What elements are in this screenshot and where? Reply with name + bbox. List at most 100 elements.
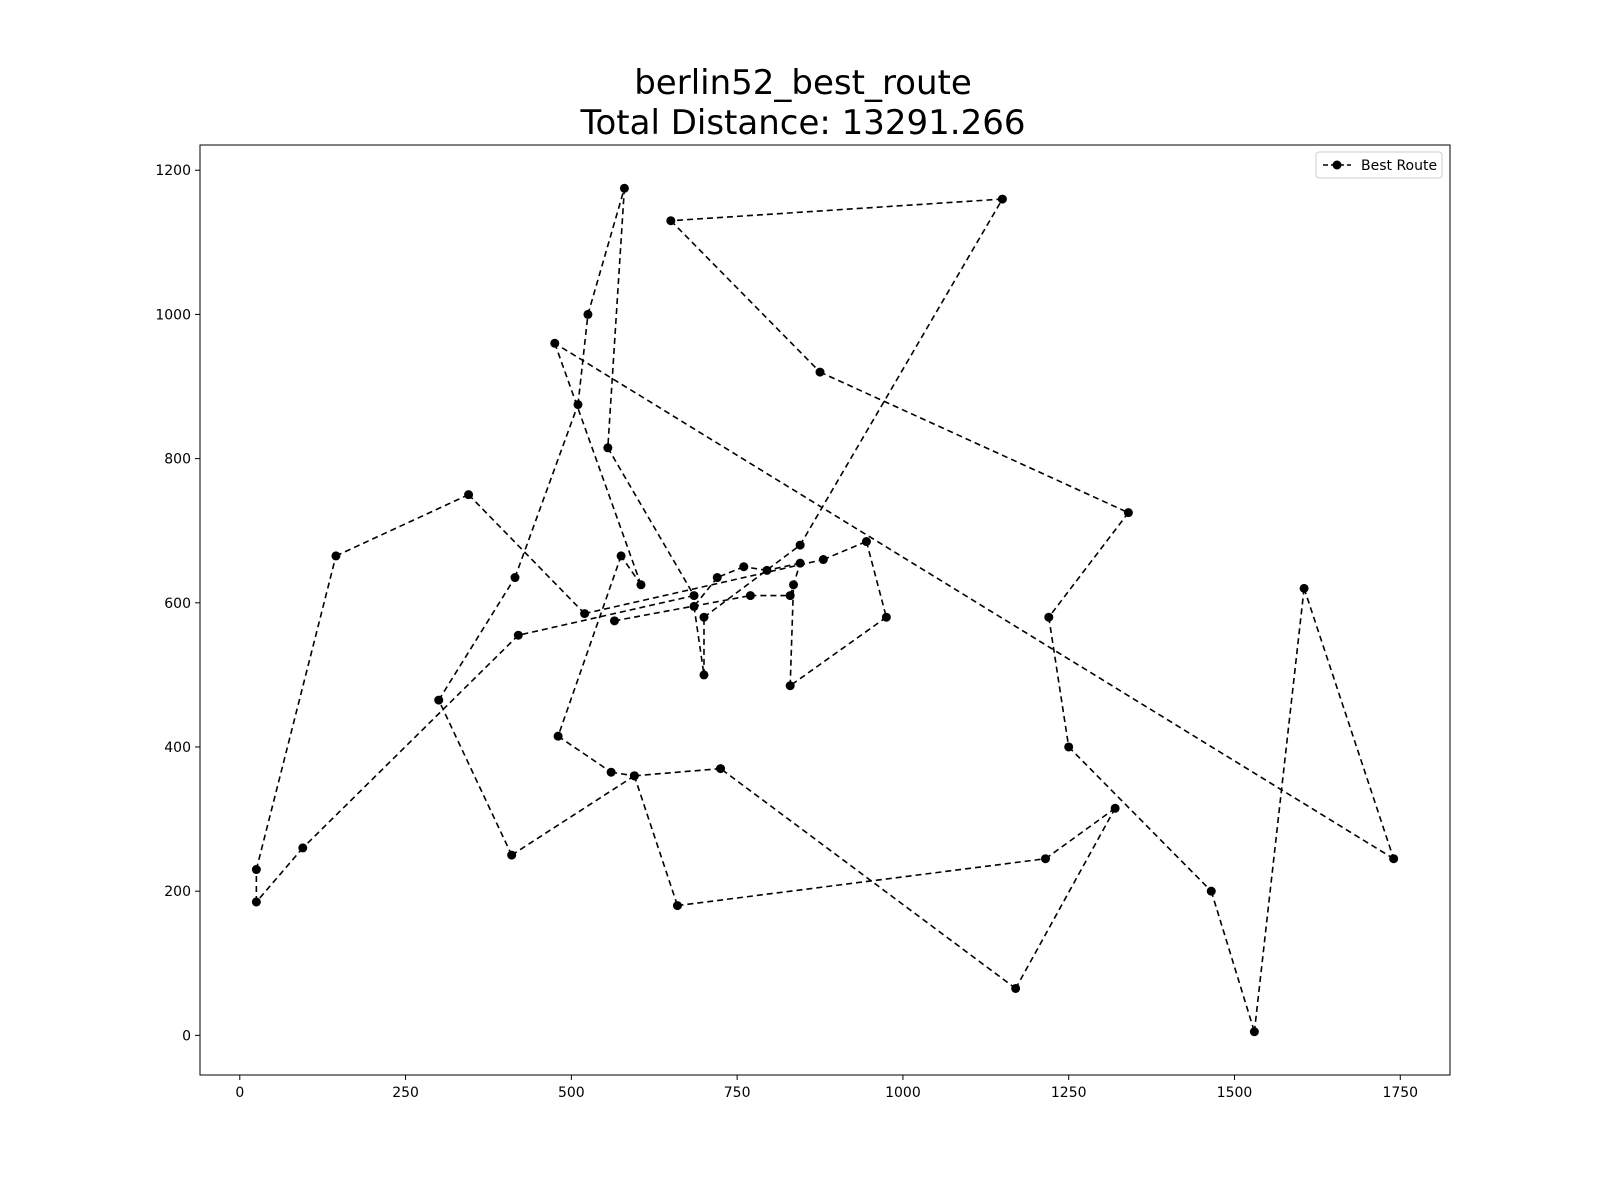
route-segment: [577, 314, 589, 405]
route-segment: [335, 493, 469, 557]
route-segment: [302, 634, 519, 849]
city-point: [1299, 583, 1309, 593]
route-segment: [634, 767, 721, 777]
city-point: [815, 367, 825, 377]
city-point: [636, 580, 646, 590]
route-segment: [766, 562, 801, 572]
city-point: [1249, 1027, 1259, 1037]
route-segment: [789, 584, 795, 686]
city-point: [434, 695, 444, 705]
city-point: [785, 681, 795, 691]
y-tick-label: 400: [164, 740, 191, 756]
route-segment: [633, 775, 679, 906]
x-tick-label: 1250: [1051, 1085, 1087, 1101]
city-point: [251, 865, 261, 875]
route-segment: [557, 735, 612, 773]
route-segment: [587, 188, 626, 315]
legend-label: Best Route: [1361, 158, 1437, 174]
route-segment: [1303, 588, 1395, 859]
city-point: [298, 843, 308, 853]
city-point: [1044, 612, 1054, 622]
city-point: [795, 540, 805, 550]
y-tick-label: 200: [164, 884, 191, 900]
city-point: [583, 309, 593, 319]
city-point: [689, 601, 699, 611]
city-point: [672, 901, 682, 911]
route-segment: [557, 555, 622, 737]
route-segment: [438, 577, 516, 701]
route-segment: [518, 594, 695, 637]
route-segment: [1014, 807, 1116, 989]
route-segment: [584, 558, 824, 615]
plot-frame: [199, 144, 1451, 1076]
city-point: [1123, 508, 1133, 518]
city-point: [616, 551, 626, 561]
city-point: [629, 771, 639, 781]
x-tick-label: 750: [724, 1085, 751, 1101]
x-tick-label: 500: [558, 1085, 585, 1101]
route-segment: [693, 606, 705, 675]
y-tick-label: 600: [164, 596, 191, 612]
route-segment: [620, 555, 642, 586]
city-point: [795, 558, 805, 568]
route-segment: [670, 220, 821, 373]
city-point: [510, 573, 520, 583]
y-tick-label: 1200: [155, 163, 191, 179]
route-segment: [677, 857, 1046, 907]
route-segment: [514, 404, 579, 578]
route-segment: [255, 555, 337, 870]
y-axis: 0 200 400 600 800 1000 1200: [155, 163, 200, 1044]
city-point: [573, 400, 583, 410]
city-point: [739, 562, 749, 572]
city-point: [507, 850, 517, 860]
route-segment: [607, 188, 626, 448]
legend-marker-swatch: [1332, 160, 1342, 170]
city-point: [861, 537, 871, 547]
route-segment: [1048, 617, 1070, 748]
city-point: [331, 551, 341, 561]
city-point: [666, 216, 676, 226]
x-tick-label: 250: [392, 1085, 419, 1101]
city-point: [1110, 803, 1120, 813]
route-segment: [438, 699, 513, 856]
route-segment: [607, 447, 695, 596]
city-point: [464, 490, 474, 500]
route-segment: [1068, 746, 1212, 892]
city-point: [762, 565, 772, 575]
route-segment: [1048, 512, 1130, 618]
route-segment: [554, 342, 642, 586]
route-segment: [823, 540, 867, 561]
city-point: [606, 767, 616, 777]
city-point: [513, 630, 523, 640]
city-point: [818, 555, 828, 565]
x-tick-label: 0: [235, 1085, 244, 1101]
city-point: [997, 194, 1007, 204]
city-point: [1389, 854, 1399, 864]
x-tick-label: 1500: [1217, 1085, 1253, 1101]
city-point: [619, 183, 629, 193]
route-segment: [467, 494, 586, 615]
x-tick-label: 1750: [1382, 1085, 1418, 1101]
route-segment: [819, 371, 1129, 514]
route-segment: [789, 616, 887, 687]
y-tick-label: 1000: [155, 307, 191, 323]
y-tick-label: 800: [164, 452, 191, 468]
y-tick-label: 0: [182, 1028, 191, 1044]
route-segment: [799, 198, 1004, 546]
legend: Best Route: [1315, 151, 1443, 179]
route-segment: [716, 566, 745, 579]
city-point: [1206, 886, 1216, 896]
route-segment: [255, 847, 304, 903]
route-segment: [720, 767, 1017, 990]
route-segment: [1045, 807, 1116, 860]
x-tick-label: 1000: [885, 1085, 921, 1101]
route-segment: [703, 544, 801, 618]
chart-subtitle: Total Distance: 13291.266: [579, 103, 1025, 143]
city-point: [550, 338, 560, 348]
route-segment: [693, 577, 718, 607]
city-point: [712, 573, 722, 583]
city-point: [1064, 742, 1074, 752]
route-series: [255, 188, 1395, 1032]
city-point: [785, 591, 795, 601]
